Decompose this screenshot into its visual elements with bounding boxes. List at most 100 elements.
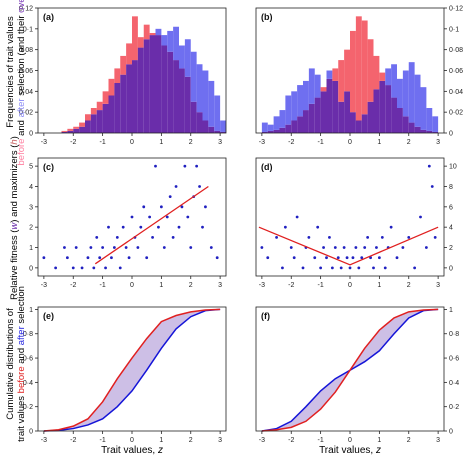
bar-overlap bbox=[385, 85, 392, 133]
before-cdf-line bbox=[261, 308, 439, 432]
scatter-point bbox=[292, 256, 296, 260]
svg-text:Frequencies of trait values: Frequencies of trait values bbox=[5, 16, 16, 128]
bar-overlap bbox=[397, 108, 403, 133]
bar-overlap bbox=[326, 78, 333, 133]
bar-after bbox=[426, 108, 433, 131]
bar-overlap bbox=[173, 60, 179, 134]
x-tick-label: -2 bbox=[70, 282, 76, 289]
scatter-point bbox=[74, 246, 78, 249]
bar-overlap bbox=[291, 120, 298, 133]
bar-overlap bbox=[379, 80, 386, 133]
bar-before bbox=[85, 114, 91, 121]
bar-overlap bbox=[279, 127, 286, 133]
scatter-point bbox=[154, 164, 157, 168]
bar-after bbox=[408, 62, 415, 123]
bar-overlap bbox=[414, 126, 421, 133]
scatter-point bbox=[348, 266, 352, 270]
bar-after bbox=[414, 74, 421, 127]
x-tick-label: 1 bbox=[377, 139, 381, 146]
scatter-point bbox=[183, 164, 187, 168]
bar-overlap bbox=[179, 68, 185, 133]
y-tick-label: 3 bbox=[29, 204, 33, 211]
x-tick-label: -1 bbox=[318, 437, 324, 444]
bar-overlap bbox=[332, 80, 339, 133]
scatter-point bbox=[301, 266, 305, 270]
scatter-point bbox=[186, 215, 190, 219]
scatter-point bbox=[65, 256, 69, 260]
scatter-point bbox=[124, 246, 128, 249]
bar-after bbox=[397, 78, 403, 108]
bar-overlap bbox=[196, 112, 203, 133]
bar-overlap bbox=[273, 129, 280, 133]
bar-after bbox=[202, 70, 209, 121]
scatter-point bbox=[351, 256, 355, 260]
x-tick-label: 3 bbox=[436, 437, 440, 444]
scatter-point bbox=[430, 185, 434, 188]
scatter-point bbox=[345, 256, 349, 260]
svg-text:Cumulative distributions of: Cumulative distributions of bbox=[5, 308, 16, 420]
x-tick-label: 0 bbox=[130, 437, 134, 444]
x-tick-label: 1 bbox=[159, 139, 163, 146]
y-tick-label: 0 bbox=[29, 265, 33, 272]
bar-after bbox=[167, 30, 174, 52]
y-tick-label: 0·04 bbox=[19, 89, 33, 96]
y-tick-label: 4 bbox=[29, 184, 33, 191]
panel-a: -3 -2 -1 0 1 2 3 0 0·02 0·04 0·06 0·08 0·1 0·12 (a) bbox=[19, 6, 227, 146]
bar-overlap bbox=[108, 95, 115, 133]
y-tick-label: 0·2 bbox=[23, 404, 33, 411]
bar-overlap bbox=[285, 124, 292, 133]
x-tick-label: 2 bbox=[189, 282, 193, 289]
x-tick-label: 0 bbox=[348, 282, 352, 289]
bar-overlap bbox=[102, 103, 109, 133]
scatter-point bbox=[195, 164, 199, 168]
y-tick-label: 1 bbox=[29, 307, 33, 314]
scatter-point bbox=[145, 256, 149, 260]
svg-text:Relative fitness (w) and maxim: Relative fitness (w) and maximizers (h) bbox=[9, 136, 20, 300]
row2-ylabel-c: ) bbox=[9, 136, 20, 139]
scatter-point bbox=[130, 215, 134, 219]
fitness-line bbox=[258, 226, 439, 266]
row3-ylabel-line1: Cumulative distributions of bbox=[5, 308, 16, 420]
x-tick-label: 3 bbox=[218, 437, 222, 444]
scatter-point bbox=[366, 235, 370, 239]
bar-overlap bbox=[338, 101, 345, 133]
row3-ylabel-after: after bbox=[16, 326, 27, 345]
bar-before bbox=[367, 39, 374, 102]
x-tick-label: 1 bbox=[159, 282, 163, 289]
y-tick-label: 0·4 bbox=[449, 380, 459, 387]
bar-after bbox=[279, 110, 286, 128]
svg-text:trait values before: trait values before and after selection bbox=[16, 286, 27, 442]
between-area bbox=[43, 309, 221, 431]
bar-after bbox=[161, 35, 168, 46]
scatter-point bbox=[201, 225, 204, 229]
bar-after bbox=[303, 80, 309, 111]
y-tick-label: 0·4 bbox=[23, 380, 33, 387]
scatter-point bbox=[424, 246, 428, 249]
scatter-point bbox=[325, 256, 328, 260]
bar-overlap bbox=[426, 130, 433, 133]
x-tick-label: 2 bbox=[407, 139, 411, 146]
bar-after bbox=[190, 51, 197, 102]
bar-overlap bbox=[432, 131, 439, 133]
bar-before bbox=[67, 128, 74, 131]
svg-text:before and after: before and after selection (and their ov… bbox=[16, 0, 27, 166]
scatter-point bbox=[330, 266, 334, 270]
bar-before bbox=[137, 37, 144, 48]
x-tick-label: -2 bbox=[288, 437, 294, 444]
scatter-point bbox=[354, 246, 358, 249]
bar-after bbox=[285, 95, 292, 125]
scatter-point bbox=[92, 266, 96, 270]
panel-b: -3 -2 -1 0 1 2 3 0 0·02 0·04 0·06 0·08 0·1 0·12 (b) bbox=[255, 6, 463, 146]
scatter-point bbox=[157, 225, 160, 229]
scatter-point bbox=[98, 256, 102, 260]
x-tick-label: 0 bbox=[348, 437, 352, 444]
panel-label: (e) bbox=[43, 311, 54, 321]
bar-overlap bbox=[208, 126, 215, 133]
bar-after bbox=[391, 64, 397, 98]
bar-overlap bbox=[320, 91, 327, 133]
y-tick-label: 4 bbox=[449, 225, 453, 232]
scatter-point bbox=[159, 205, 163, 209]
scatter-point bbox=[322, 246, 325, 249]
bar-before bbox=[126, 43, 132, 65]
bar-overlap bbox=[132, 60, 138, 134]
